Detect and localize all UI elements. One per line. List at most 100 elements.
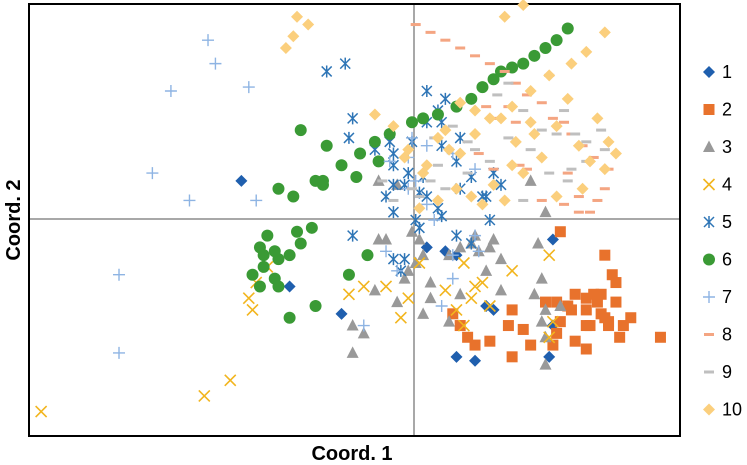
point-series-4: [546, 315, 559, 328]
point-series-6: [405, 116, 418, 129]
point-series-5: [402, 167, 414, 180]
point-series-3: [554, 299, 567, 311]
legend-label: 1: [722, 62, 732, 82]
legend-item-9: 9: [704, 362, 732, 382]
legend-label: 4: [722, 175, 732, 195]
point-series-5: [484, 214, 496, 226]
point-series-10: [443, 143, 456, 156]
point-series-4: [457, 319, 470, 332]
point-series-8: [573, 210, 584, 214]
point-series-8: [410, 23, 421, 27]
point-series-5: [343, 131, 355, 144]
point-series-7: [446, 272, 459, 285]
point-series-10: [465, 190, 478, 203]
point-series-3: [380, 233, 393, 245]
point-series-3: [454, 240, 467, 253]
point-series-2: [580, 343, 592, 355]
point-series-3: [417, 248, 430, 261]
point-series-10: [576, 182, 589, 195]
point-series-8: [473, 152, 484, 156]
point-series-3: [368, 283, 381, 296]
point-series-4: [468, 280, 482, 293]
point-series-3: [424, 291, 437, 304]
point-series-5: [413, 221, 425, 234]
point-series-7: [420, 198, 433, 211]
point-series-10: [550, 120, 563, 133]
point-series-2: [569, 288, 581, 300]
point-series-10: [591, 112, 604, 125]
point-series-9: [518, 109, 529, 113]
point-series-8: [510, 120, 521, 124]
point-series-5: [321, 65, 333, 78]
point-series-2: [580, 292, 592, 304]
point-series-7: [446, 249, 459, 262]
point-series-8: [584, 210, 595, 214]
point-series-9: [406, 187, 417, 191]
series-10: [279, 0, 622, 215]
point-series-3: [417, 307, 430, 319]
legend-item-7: 7: [703, 287, 732, 307]
point-series-2: [554, 226, 566, 238]
point-series-6: [539, 42, 552, 54]
legend-item-3: 3: [703, 137, 732, 157]
legend-marker-7: [703, 291, 715, 303]
legend-marker-9: [704, 370, 714, 374]
point-series-1: [283, 280, 296, 293]
legend-label: 7: [722, 287, 732, 307]
point-series-10: [602, 135, 615, 148]
point-series-2: [599, 249, 611, 261]
plot-frame: [28, 3, 681, 437]
point-series-2: [606, 269, 618, 281]
point-series-6: [550, 34, 563, 47]
point-series-6: [294, 237, 307, 250]
point-series-2: [569, 335, 581, 347]
point-series-10: [550, 190, 563, 203]
point-series-3: [528, 287, 541, 300]
point-series-6: [268, 245, 281, 258]
legend-marker-10: [703, 403, 715, 416]
point-series-4: [439, 284, 452, 297]
point-series-9: [425, 179, 436, 183]
point-series-2: [617, 320, 629, 332]
legend-label: 8: [722, 325, 732, 345]
point-series-6: [316, 174, 329, 187]
point-series-7: [209, 57, 222, 70]
series-4: [35, 249, 559, 418]
legend-marker-4: [702, 178, 716, 191]
point-series-9: [559, 109, 570, 113]
point-series-6: [354, 147, 367, 160]
point-series-10: [387, 120, 400, 133]
point-series-7: [250, 194, 263, 207]
legend-item-5: 5: [703, 212, 732, 232]
point-series-9: [414, 195, 425, 199]
point-series-10: [598, 26, 611, 39]
point-series-5: [387, 253, 399, 266]
point-series-10: [302, 18, 315, 31]
point-series-10: [402, 143, 415, 156]
point-series-10: [431, 194, 444, 207]
point-series-6: [417, 112, 430, 125]
point-series-3: [494, 252, 507, 265]
point-series-7: [472, 245, 485, 258]
point-series-5: [399, 253, 411, 266]
point-series-6: [272, 182, 285, 195]
legend-label: 3: [722, 137, 732, 157]
point-series-7: [357, 319, 370, 332]
series-2: [447, 226, 666, 363]
point-series-5: [339, 57, 351, 70]
point-series-2: [580, 320, 592, 332]
point-series-8: [573, 195, 584, 199]
point-series-3: [539, 358, 552, 370]
point-series-6: [283, 249, 296, 262]
point-series-2: [654, 331, 666, 343]
legend-marker-1: [703, 66, 715, 78]
point-series-2: [610, 277, 622, 289]
point-series-9: [525, 148, 536, 152]
point-series-9: [570, 132, 581, 136]
legend-label: 9: [722, 362, 732, 382]
point-series-4: [413, 256, 426, 270]
point-series-8: [521, 93, 532, 97]
point-series-2: [603, 320, 615, 332]
point-series-8: [521, 167, 532, 171]
point-series-10: [494, 112, 507, 125]
